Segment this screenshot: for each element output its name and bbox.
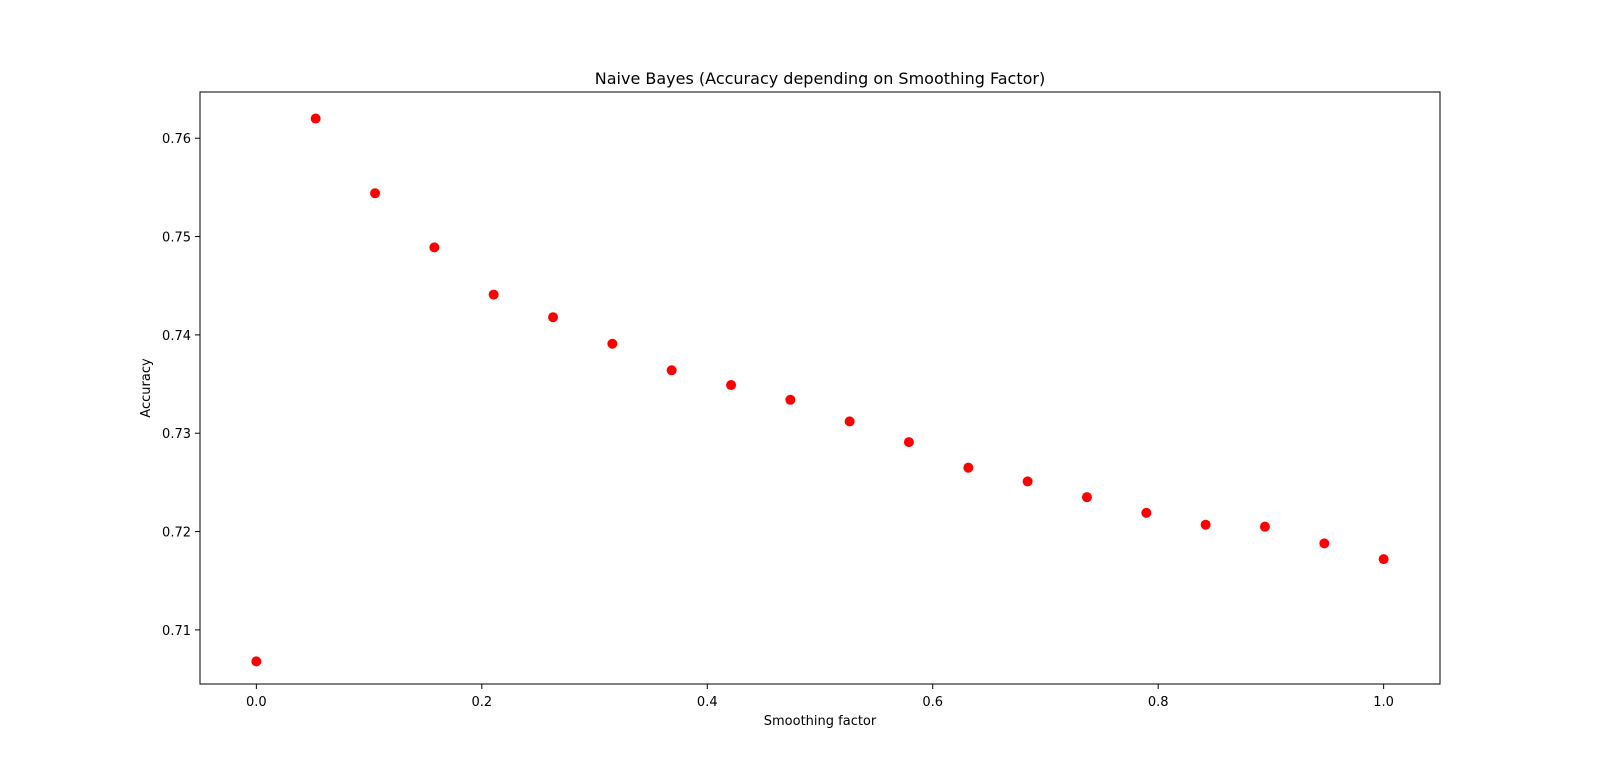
chart-title: Naive Bayes (Accuracy depending on Smoot… <box>595 69 1045 88</box>
data-point <box>726 380 737 391</box>
data-point <box>1259 521 1270 532</box>
data-point <box>1141 507 1152 518</box>
data-point <box>370 188 381 199</box>
y-tick-label: 0.72 <box>162 526 191 541</box>
data-point <box>1200 519 1211 530</box>
x-tick-label: 1.0 <box>1373 695 1394 710</box>
data-point <box>429 242 440 253</box>
x-tick-label: 0.6 <box>922 695 943 710</box>
x-tick-label: 0.8 <box>1148 695 1169 710</box>
data-point <box>488 289 499 300</box>
data-point <box>1022 476 1033 487</box>
data-point <box>666 365 677 376</box>
data-point <box>607 338 618 349</box>
y-tick-label: 0.74 <box>162 329 191 344</box>
data-point <box>1319 538 1330 549</box>
data-points <box>251 113 1389 667</box>
data-point <box>1378 554 1389 565</box>
y-axis-label: Accuracy <box>139 358 154 418</box>
x-tick-label: 0.0 <box>246 695 267 710</box>
x-axis-label: Smoothing factor <box>764 714 877 729</box>
y-tick-label: 0.73 <box>162 427 191 442</box>
x-tick-label: 0.2 <box>471 695 492 710</box>
y-tick-label: 0.76 <box>162 132 191 147</box>
y-tick-label: 0.71 <box>162 624 191 639</box>
data-point <box>310 113 321 124</box>
data-point <box>548 312 559 323</box>
y-axis-ticks: 0.71 0.72 0.73 0.74 0.75 0.76 <box>162 132 200 639</box>
data-point <box>844 416 855 427</box>
plot-background <box>200 92 1440 684</box>
y-tick-label: 0.75 <box>162 231 191 246</box>
data-point <box>251 656 262 667</box>
x-tick-label: 0.4 <box>697 695 718 710</box>
plot-frame <box>199 91 1441 685</box>
data-point <box>785 394 796 405</box>
x-axis-ticks: 0.0 0.2 0.4 0.6 0.8 1.0 <box>246 684 1394 710</box>
data-point <box>903 437 914 448</box>
data-point <box>963 462 974 473</box>
data-point <box>1081 492 1092 503</box>
